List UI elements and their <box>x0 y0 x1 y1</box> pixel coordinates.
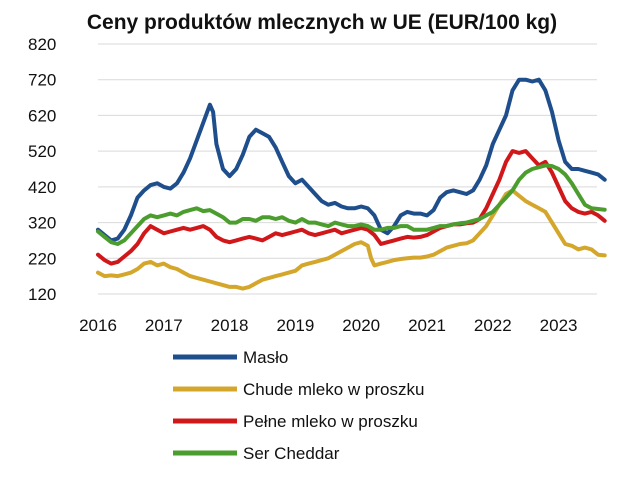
y-tick-label: 520 <box>28 142 56 161</box>
x-tick-label: 2019 <box>276 316 314 335</box>
series-line-3 <box>96 149 607 266</box>
y-tick-label: 120 <box>28 285 56 304</box>
x-tick-label: 2022 <box>474 316 512 335</box>
y-tick-label: 220 <box>28 249 56 268</box>
legend-label: Pełne mleko w proszku <box>243 412 418 431</box>
x-tick-label: 2018 <box>211 316 249 335</box>
series-line-1 <box>96 77 607 243</box>
series-line-4 <box>96 163 607 246</box>
x-tick-label: 2021 <box>408 316 446 335</box>
x-axis-ticks: 2016 2017 2018 2019 2020 2021 2022 2023 <box>79 316 577 335</box>
legend-label: Masło <box>243 348 288 367</box>
y-tick-label: 320 <box>28 214 56 233</box>
x-tick-label: 2020 <box>342 316 380 335</box>
y-tick-label: 720 <box>28 71 56 90</box>
series-lines <box>96 77 607 291</box>
legend: Masło Chude mleko w proszku Pełne mleko w … <box>173 348 424 463</box>
gridlines <box>98 43 597 295</box>
y-tick-label: 420 <box>28 178 56 197</box>
x-tick-label: 2023 <box>540 316 578 335</box>
legend-label: Ser Cheddar <box>243 444 340 463</box>
y-tick-label: 620 <box>28 106 56 125</box>
x-tick-label: 2016 <box>79 316 117 335</box>
legend-label: Chude mleko w proszku <box>243 380 424 399</box>
y-axis-ticks: 820 720 620 520 420 320 220 120 <box>28 35 56 304</box>
chart-title: Ceny produktów mlecznych w UE (EUR/100 k… <box>87 11 557 34</box>
y-tick-label: 820 <box>28 35 56 54</box>
x-tick-label: 2017 <box>145 316 183 335</box>
series-line-2 <box>96 188 607 291</box>
